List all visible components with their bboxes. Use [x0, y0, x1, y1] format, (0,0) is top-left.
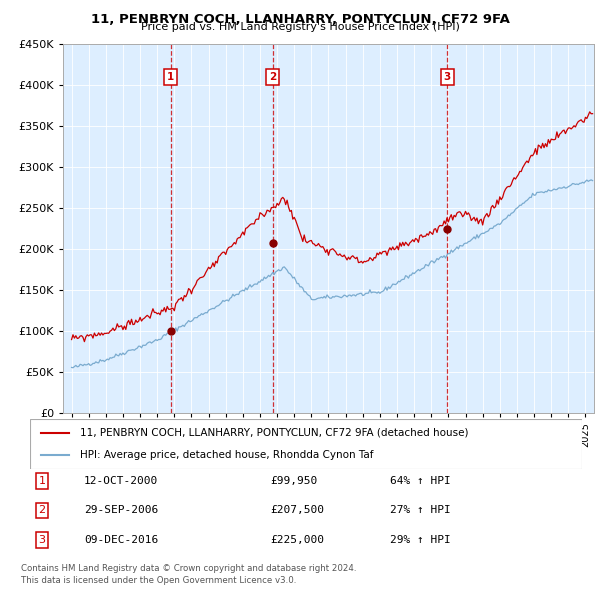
Text: 2: 2 [269, 72, 277, 82]
Text: 3: 3 [38, 535, 46, 545]
Text: 1: 1 [38, 476, 46, 486]
Text: 64% ↑ HPI: 64% ↑ HPI [390, 476, 451, 486]
Text: 29-SEP-2006: 29-SEP-2006 [84, 506, 158, 515]
FancyBboxPatch shape [30, 419, 582, 469]
Text: 3: 3 [444, 72, 451, 82]
Text: 27% ↑ HPI: 27% ↑ HPI [390, 506, 451, 515]
Text: Price paid vs. HM Land Registry's House Price Index (HPI): Price paid vs. HM Land Registry's House … [140, 22, 460, 32]
Text: 29% ↑ HPI: 29% ↑ HPI [390, 535, 451, 545]
Text: HPI: Average price, detached house, Rhondda Cynon Taf: HPI: Average price, detached house, Rhon… [80, 450, 373, 460]
Text: £207,500: £207,500 [270, 506, 324, 515]
Text: Contains HM Land Registry data © Crown copyright and database right 2024.: Contains HM Land Registry data © Crown c… [21, 565, 356, 573]
Text: 12-OCT-2000: 12-OCT-2000 [84, 476, 158, 486]
Text: 11, PENBRYN COCH, LLANHARRY, PONTYCLUN, CF72 9FA (detached house): 11, PENBRYN COCH, LLANHARRY, PONTYCLUN, … [80, 428, 468, 438]
Text: £225,000: £225,000 [270, 535, 324, 545]
Text: 1: 1 [167, 72, 175, 82]
Text: 2: 2 [38, 506, 46, 515]
Text: £99,950: £99,950 [270, 476, 317, 486]
Text: 09-DEC-2016: 09-DEC-2016 [84, 535, 158, 545]
Text: This data is licensed under the Open Government Licence v3.0.: This data is licensed under the Open Gov… [21, 576, 296, 585]
Text: 11, PENBRYN COCH, LLANHARRY, PONTYCLUN, CF72 9FA: 11, PENBRYN COCH, LLANHARRY, PONTYCLUN, … [91, 13, 509, 26]
